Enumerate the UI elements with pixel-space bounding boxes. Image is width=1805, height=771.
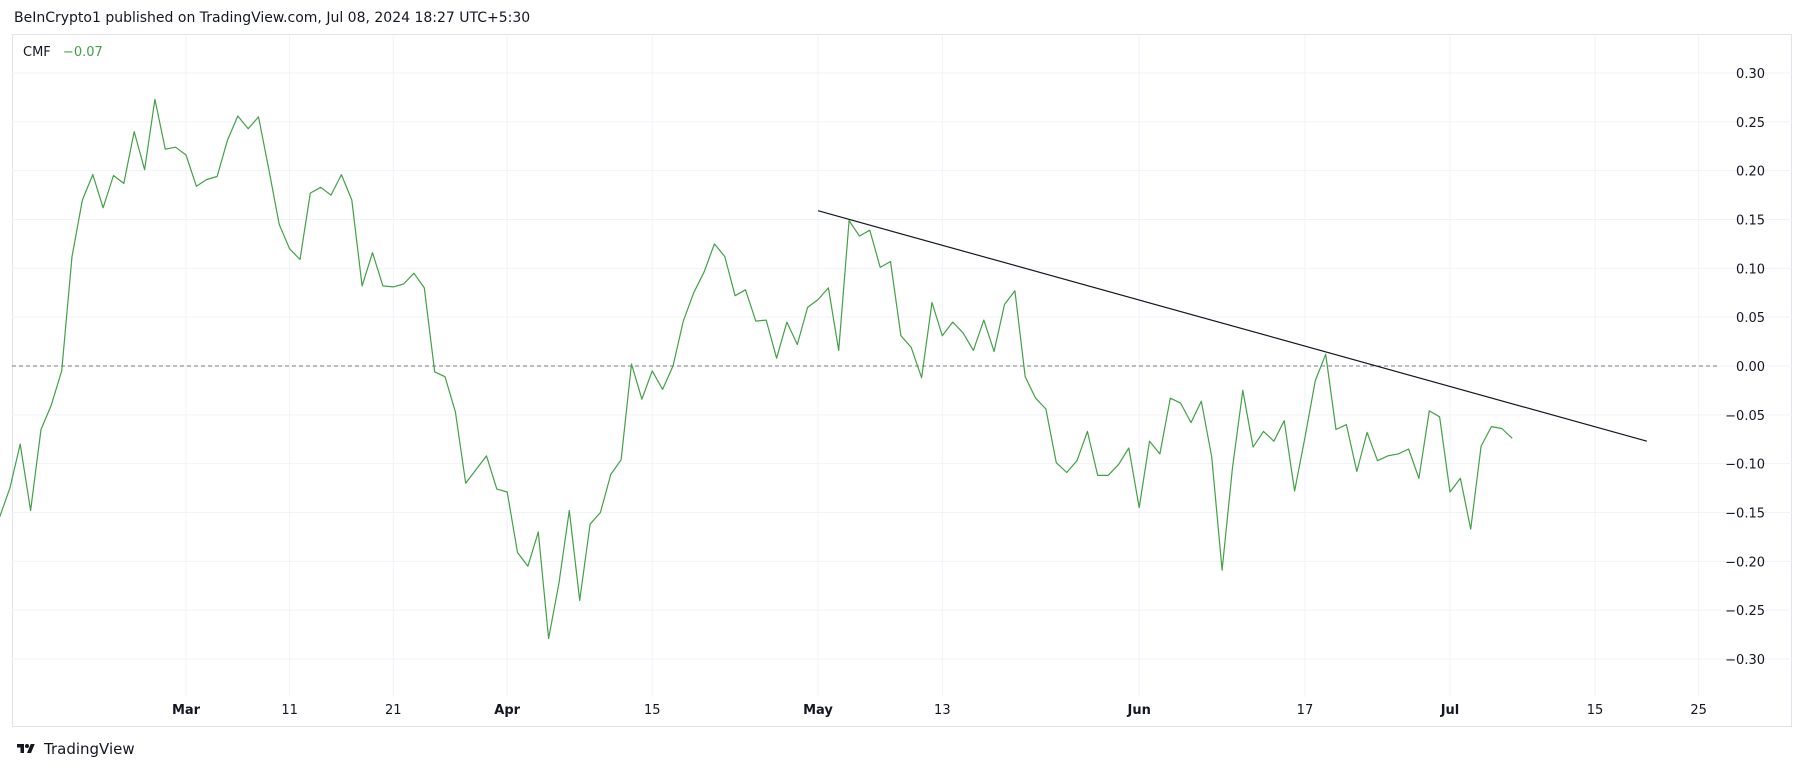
y-tick-label: 0.10	[1736, 262, 1765, 277]
y-tick-label: −0.20	[1725, 555, 1765, 570]
y-tick-label: −0.25	[1725, 604, 1765, 619]
y-tick-label: 0.25	[1736, 116, 1765, 131]
x-tick-label: 15	[644, 703, 661, 718]
horizontal-grid	[12, 72, 1792, 660]
y-tick-label: 0.30	[1736, 67, 1765, 82]
x-tick-label: 17	[1297, 703, 1314, 718]
y-tick-label: 0.20	[1736, 165, 1765, 180]
x-tick-label: Apr	[494, 703, 520, 718]
x-axis-labels: Mar 11 21 Apr 15 May 13 Jun 17 Jul 15 25	[172, 703, 1707, 718]
x-tick-label: 15	[1587, 703, 1604, 718]
y-tick-label: 0.15	[1736, 214, 1765, 229]
x-tick-label: May	[803, 703, 833, 718]
x-tick-label: Jul	[1440, 703, 1460, 718]
x-tick-label: 13	[934, 703, 951, 718]
cmf-series-line	[0, 98, 1513, 640]
trendline[interactable]	[817, 210, 1648, 442]
x-tick-label: 25	[1690, 703, 1707, 718]
y-tick-label: −0.30	[1725, 653, 1765, 668]
y-tick-label: 0.05	[1736, 311, 1765, 326]
x-tick-label: Jun	[1127, 703, 1151, 718]
publish-info: BeInCrypto1 published on TradingView.com…	[14, 10, 530, 26]
publish-text: BeInCrypto1 published on TradingView.com…	[14, 10, 531, 26]
indicator-legend[interactable]: CMF −0.07	[23, 45, 103, 60]
x-tick-label: 11	[281, 703, 298, 718]
y-axis-labels: 0.30 0.25 0.20 0.15 0.10 0.05 0.00 −0.05 −0.10 −0…	[1725, 67, 1765, 668]
tradingview-logo-icon	[17, 744, 35, 753]
y-tick-label: 0.00	[1736, 360, 1765, 375]
y-tick-label: −0.10	[1725, 458, 1765, 473]
brand-name: TradingView	[44, 740, 135, 758]
y-tick-label: −0.05	[1725, 409, 1765, 424]
chart-frame	[12, 34, 1792, 727]
indicator-value: −0.07	[62, 45, 103, 60]
indicator-name: CMF	[23, 45, 51, 60]
y-tick-label: −0.15	[1725, 507, 1765, 522]
tradingview-footer[interactable]: TradingView	[14, 740, 135, 758]
x-tick-label: Mar	[172, 703, 201, 718]
x-tick-label: 21	[385, 703, 402, 718]
